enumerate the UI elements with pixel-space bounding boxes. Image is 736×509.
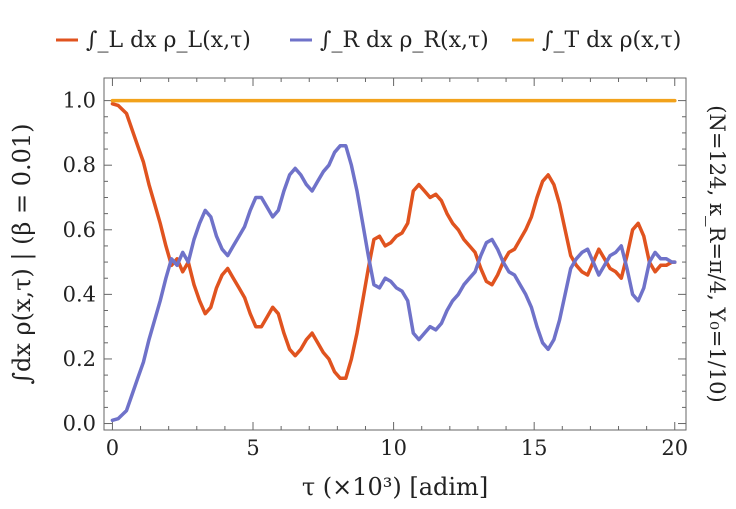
series-line-left [110, 102, 677, 381]
x-tick-label: 5 [246, 436, 259, 460]
plot-frame [103, 77, 687, 431]
y-tick-label: 0.2 [63, 347, 96, 371]
series-line-right [110, 144, 677, 423]
x-tick-label: 15 [521, 436, 548, 460]
x-tick-label: 0 [106, 436, 119, 460]
parameter-label: (N=124, κ_R=π/4, Υ₀=1/10) [705, 105, 729, 402]
legend: ∫_L dx ρ_L(x,τ) ∫_R dx ρ_R(x,τ) ∫_T dx ρ… [56, 28, 681, 53]
y-tick-label: 0.4 [63, 282, 96, 306]
y-axis-title: ∫dx ρ(x,τ) | (β = 0.01) [8, 123, 37, 384]
y-tick-label: 0.8 [63, 153, 96, 177]
series-layer [110, 98, 677, 423]
x-axis-title: τ (×10³) [adim] [302, 473, 488, 501]
x-tick-label: 10 [380, 436, 407, 460]
y-tick-label: 0.0 [63, 412, 96, 436]
x-tick-label: 20 [661, 436, 688, 460]
y-tick-label: 1.0 [63, 89, 96, 113]
x-axis: 0 5 10 15 20 [106, 78, 688, 460]
legend-label-left: ∫_L dx ρ_L(x,τ) [86, 28, 251, 53]
legend-label-right: ∫_R dx ρ_R(x,τ) [320, 28, 489, 53]
y-tick-label: 0.6 [63, 218, 96, 242]
legend-label-total: ∫_T dx ρ(x,τ) [542, 28, 681, 53]
y-axis: 0.0 0.2 0.4 0.6 0.8 1.0 [63, 89, 686, 436]
